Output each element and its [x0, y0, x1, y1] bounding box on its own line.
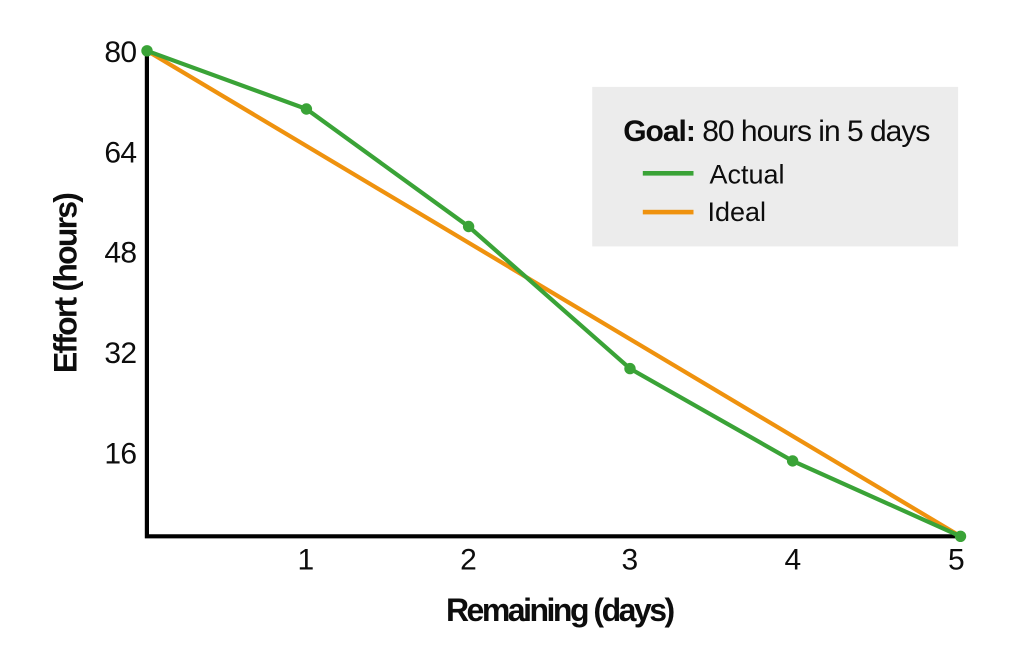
svg-text:2: 2 — [460, 543, 476, 576]
svg-text:5: 5 — [948, 543, 964, 576]
svg-text:3: 3 — [622, 543, 638, 576]
svg-text:Effort (hours): Effort (hours) — [48, 193, 84, 373]
svg-text:Actual: Actual — [710, 160, 785, 190]
svg-text:16: 16 — [104, 437, 136, 470]
svg-text:64: 64 — [104, 136, 136, 169]
svg-text:Remaining (days): Remaining (days) — [446, 592, 675, 628]
svg-text:48: 48 — [104, 237, 136, 270]
svg-text:Goal: 80 hours in 5 days: Goal: 80 hours in 5 days — [623, 115, 929, 148]
svg-text:4: 4 — [784, 543, 800, 576]
svg-text:1: 1 — [297, 543, 313, 576]
svg-text:32: 32 — [104, 337, 136, 370]
svg-text:Ideal: Ideal — [708, 197, 767, 227]
svg-text:80: 80 — [104, 36, 136, 69]
